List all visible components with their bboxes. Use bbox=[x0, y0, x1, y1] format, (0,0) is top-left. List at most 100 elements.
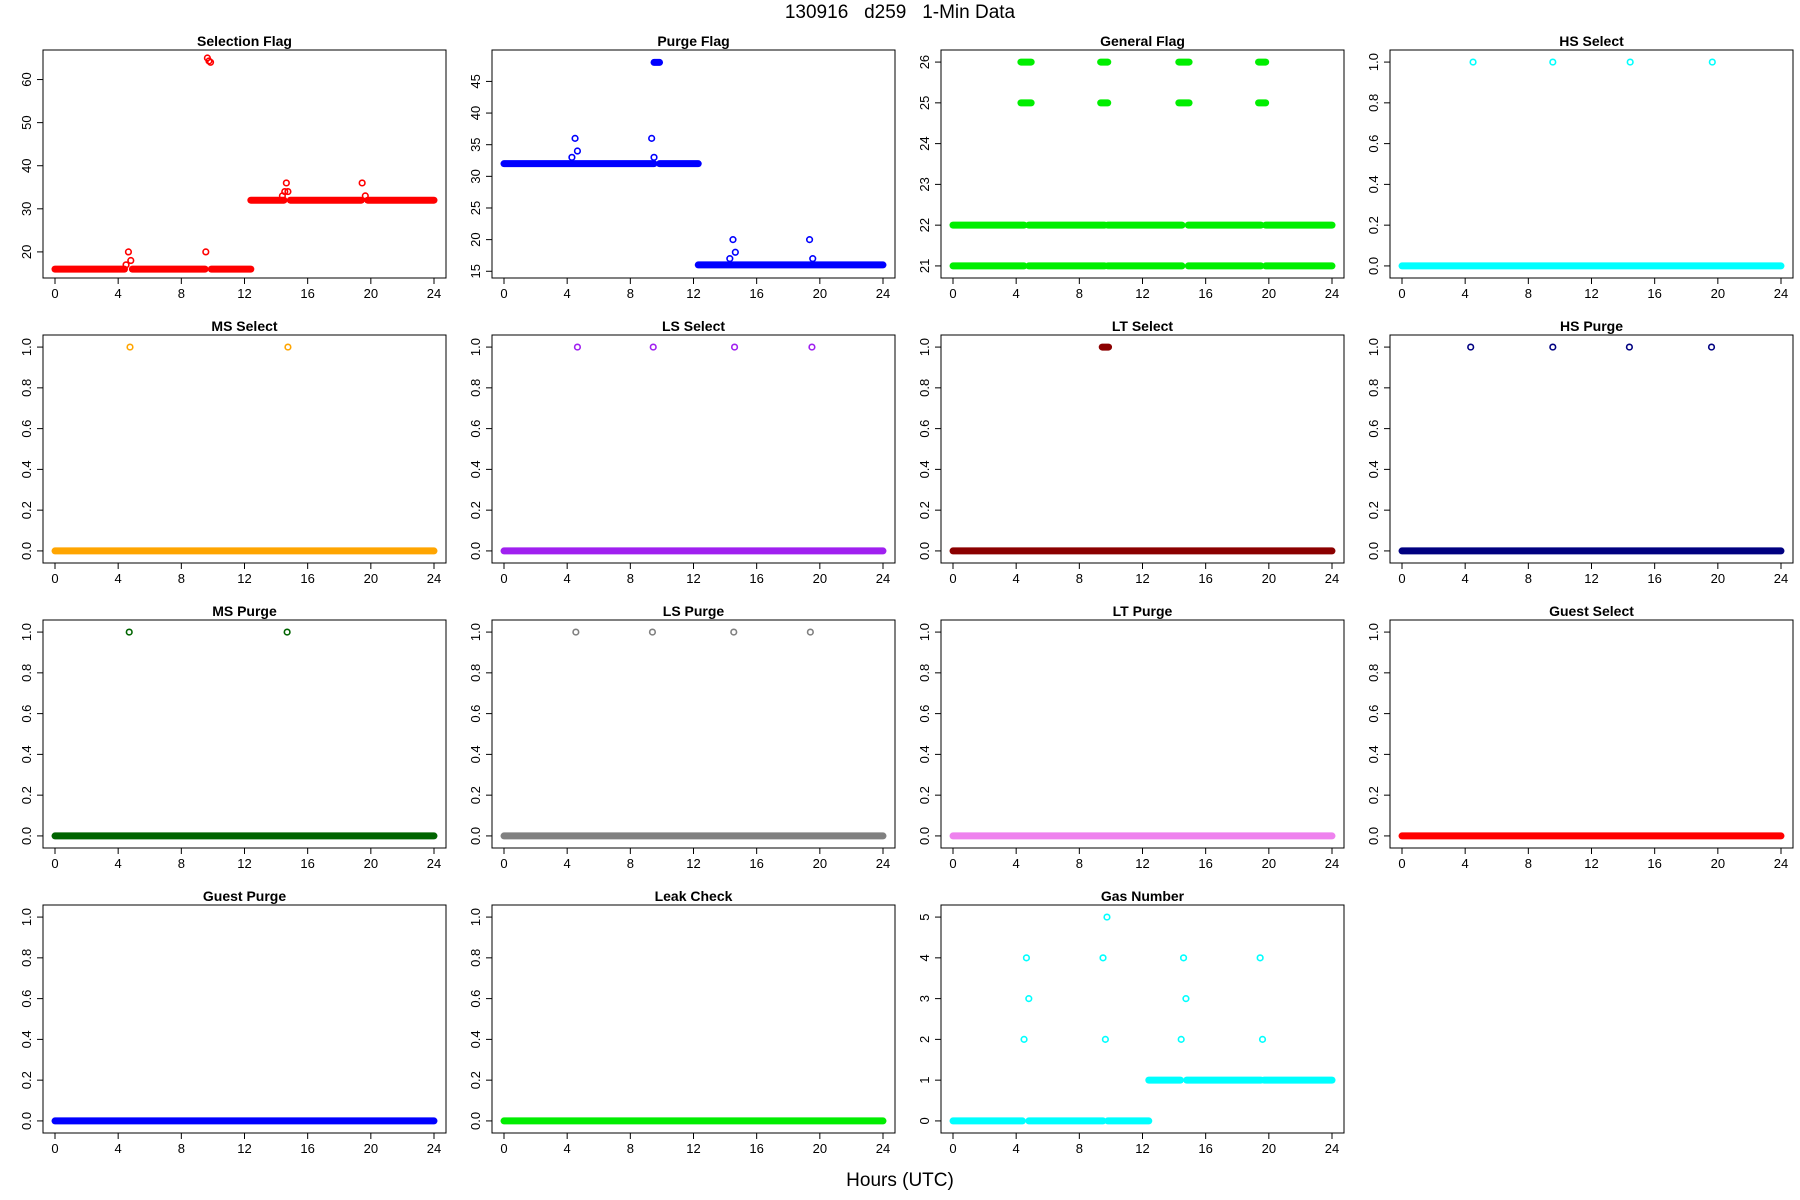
plot-frame bbox=[940, 49, 1345, 279]
y-tick-label: 0.2 bbox=[468, 786, 483, 804]
y-tick-label: 0.2 bbox=[19, 501, 34, 519]
data-point bbox=[284, 187, 292, 196]
x-tick-label: 0 bbox=[949, 286, 956, 301]
y-tick-label: 20 bbox=[19, 245, 34, 259]
y-tick-label: 0.4 bbox=[468, 1030, 483, 1048]
x-tick-label: 8 bbox=[178, 571, 185, 586]
y-tick-label: 0.4 bbox=[917, 745, 932, 763]
y-tick-label: 40 bbox=[468, 106, 483, 120]
y-tick-label: 0.4 bbox=[19, 745, 34, 763]
x-tick-label: 16 bbox=[1198, 286, 1212, 301]
data-point bbox=[126, 343, 134, 351]
x-tick-label: 12 bbox=[1135, 571, 1149, 586]
x-tick-label: 20 bbox=[1262, 1141, 1276, 1156]
data-point bbox=[202, 248, 210, 256]
x-tick-label: 16 bbox=[1647, 856, 1661, 871]
y-tick-label: 23 bbox=[917, 177, 932, 191]
x-tick-label: 20 bbox=[1711, 286, 1725, 301]
x-tick-label: 4 bbox=[1013, 571, 1020, 586]
y-tick-label: 0.2 bbox=[468, 1071, 483, 1089]
x-tick-label: 20 bbox=[813, 856, 827, 871]
y-tick-label: 0.2 bbox=[917, 786, 932, 804]
data-point bbox=[127, 256, 135, 265]
y-tick-label: 0.8 bbox=[19, 949, 34, 967]
chart-svg: General Flag 0 4 8 12 16 20 24 21 22 23 24 25 26 bbox=[917, 33, 1345, 301]
data-run bbox=[128, 265, 209, 273]
x-tick-label: 0 bbox=[949, 856, 956, 871]
x-tick-label: 8 bbox=[627, 856, 634, 871]
data-point bbox=[1467, 343, 1475, 351]
y-tick-label: 0.2 bbox=[19, 786, 34, 804]
x-tick-label: 24 bbox=[876, 856, 890, 871]
y-tick-label: 25 bbox=[468, 201, 483, 215]
chart-panel: LS Select 0 4 8 12 16 20 24 0.0 0.2 0.4 0.6 0.8 1.0 bbox=[454, 315, 902, 599]
y-tick-label: 24 bbox=[917, 136, 932, 150]
y-tick-label: 26 bbox=[917, 55, 932, 69]
y-tick-label: 0.0 bbox=[468, 542, 483, 560]
y-tick-label: 0.6 bbox=[1366, 135, 1381, 153]
y-tick-label: 1.0 bbox=[1366, 623, 1381, 641]
data-point bbox=[284, 343, 292, 351]
y-tick-label: 0.0 bbox=[468, 1112, 483, 1130]
x-tick-label: 4 bbox=[564, 856, 571, 871]
chart-svg: Selection Flag 0 4 8 12 16 20 24 20 30 40 50 60 bbox=[19, 33, 447, 301]
panel-title: LS Select bbox=[662, 318, 725, 334]
data-point bbox=[806, 628, 814, 636]
x-tick-label: 12 bbox=[1584, 286, 1598, 301]
panel-title: Gas Number bbox=[1101, 888, 1185, 904]
x-tick-label: 0 bbox=[500, 1141, 507, 1156]
x-tick-label: 12 bbox=[1135, 856, 1149, 871]
x-tick-label: 20 bbox=[364, 1141, 378, 1156]
data-point bbox=[649, 343, 657, 351]
y-tick-label: 0.6 bbox=[917, 705, 932, 723]
data-point bbox=[573, 147, 582, 155]
data-point bbox=[206, 58, 215, 66]
x-tick-label: 24 bbox=[1325, 1141, 1339, 1156]
chart-panel: MS Select 0 4 8 12 16 20 24 0.0 0.2 0.4 0.6 0.8 1.0 bbox=[5, 315, 453, 599]
x-tick-label: 24 bbox=[427, 286, 441, 301]
y-tick-label: 0.8 bbox=[19, 664, 34, 682]
x-axis-label: Hours (UTC) bbox=[846, 1170, 954, 1191]
data-point bbox=[573, 343, 582, 351]
y-tick-label: 0.8 bbox=[468, 949, 483, 967]
x-tick-label: 0 bbox=[500, 286, 507, 301]
plot-frame bbox=[42, 904, 447, 1134]
data-run bbox=[949, 262, 1028, 270]
x-tick-label: 16 bbox=[749, 1141, 763, 1156]
y-tick-label: 1.0 bbox=[19, 908, 34, 926]
x-tick-label: 4 bbox=[115, 856, 122, 871]
x-tick-label: 0 bbox=[949, 571, 956, 586]
chart-panel: LS Purge 0 4 8 12 16 20 24 0.0 0.2 0.4 0.6 0.8 1.0 bbox=[454, 600, 902, 884]
data-point bbox=[572, 628, 580, 636]
x-tick-label: 4 bbox=[564, 286, 571, 301]
panel-title: HS Purge bbox=[1560, 318, 1623, 334]
x-tick-label: 4 bbox=[1462, 286, 1469, 301]
data-point bbox=[730, 343, 739, 351]
plot-frame bbox=[491, 904, 896, 1134]
y-tick-label: 20 bbox=[468, 232, 483, 246]
x-tick-label: 20 bbox=[1262, 571, 1276, 586]
plot-frame bbox=[42, 619, 447, 849]
x-tick-label: 20 bbox=[1262, 856, 1276, 871]
x-tick-label: 0 bbox=[1398, 856, 1405, 871]
y-tick-label: 1.0 bbox=[468, 338, 483, 356]
y-tick-label: 1.0 bbox=[917, 338, 932, 356]
y-tick-label: 0.6 bbox=[468, 420, 483, 438]
x-tick-label: 16 bbox=[300, 856, 314, 871]
data-point bbox=[1020, 1035, 1028, 1043]
x-tick-label: 16 bbox=[1198, 571, 1212, 586]
x-tick-label: 12 bbox=[237, 1141, 251, 1156]
x-tick-label: 0 bbox=[51, 856, 58, 871]
data-run bbox=[949, 547, 1336, 555]
y-tick-label: 1.0 bbox=[468, 623, 483, 641]
data-run bbox=[1098, 343, 1113, 351]
x-tick-label: 12 bbox=[237, 856, 251, 871]
data-point bbox=[648, 628, 657, 636]
y-tick-label: 0.8 bbox=[917, 379, 932, 397]
data-run bbox=[1017, 99, 1035, 107]
y-tick-label: 30 bbox=[468, 169, 483, 183]
x-tick-label: 24 bbox=[876, 571, 890, 586]
y-tick-label: 0.0 bbox=[1366, 257, 1381, 275]
y-tick-label: 35 bbox=[468, 137, 483, 151]
data-point bbox=[1103, 913, 1111, 921]
